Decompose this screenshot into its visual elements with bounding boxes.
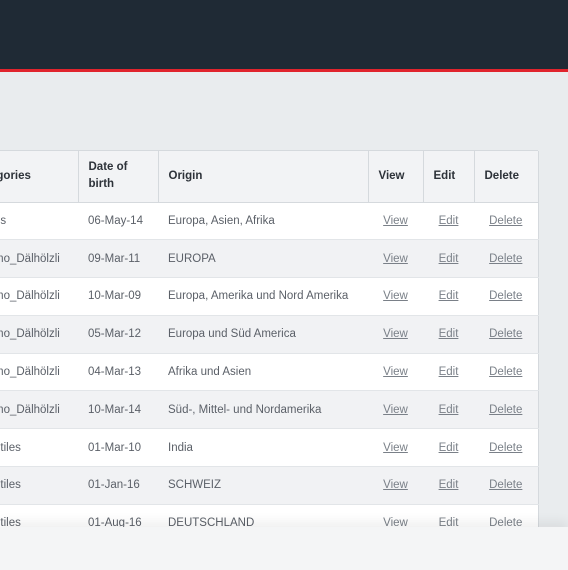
view-cell: View [368, 315, 423, 354]
top-navbar [0, 0, 568, 69]
cell-date-of-birth: 05-Mar-12 [78, 315, 158, 354]
edit-cell: Edit [423, 353, 474, 392]
cell-date-of-birth: 01-Jan-16 [78, 466, 158, 505]
edit-cell: Edit [423, 390, 474, 430]
delete-cell: Delete [474, 353, 539, 392]
delete-link[interactable]: Delete [489, 366, 523, 379]
view-link[interactable]: View [383, 252, 408, 265]
table-row: mo_Dälhölzli 10-Mar-09 Europa, Amerika und… [0, 277, 539, 316]
delete-link[interactable]: Delete [489, 252, 523, 265]
cell-origin: Süd-, Mittel- und Nordamerika [158, 390, 368, 430]
edit-cell: Edit [423, 466, 474, 505]
view-cell: View [368, 277, 423, 316]
cell-category: mo_Dälhölzli [0, 239, 78, 279]
cell-category: otiles [0, 466, 78, 505]
delete-link[interactable]: Delete [489, 290, 523, 303]
edit-link[interactable]: Edit [438, 290, 459, 303]
cell-date-of-birth: 10-Mar-14 [78, 390, 158, 430]
view-cell: View [368, 239, 423, 279]
delete-cell: Delete [474, 315, 539, 354]
accent-divider [0, 69, 568, 72]
view-link[interactable]: View [383, 328, 408, 341]
view-cell: View [368, 466, 423, 505]
header-delete: Delete [474, 151, 539, 203]
view-cell: View [368, 353, 423, 392]
edit-cell: Edit [423, 428, 474, 468]
header-date-of-birth[interactable]: Date of birth [78, 151, 159, 203]
view-link[interactable]: View [383, 517, 408, 530]
edit-cell: Edit [423, 202, 474, 241]
animals-table-container: egories Date of birth Origin View Edit D… [0, 150, 539, 543]
edit-link[interactable]: Edit [438, 403, 459, 416]
header-origin[interactable]: Origin [158, 151, 369, 203]
edit-link[interactable]: Edit [438, 328, 459, 341]
view-link[interactable]: View [383, 214, 408, 227]
view-link[interactable]: View [383, 441, 408, 454]
delete-cell: Delete [474, 428, 539, 468]
view-link[interactable]: View [383, 366, 408, 379]
edit-link[interactable]: Edit [438, 441, 459, 454]
delete-cell: Delete [474, 390, 539, 430]
cell-category: mo_Dälhölzli [0, 315, 78, 354]
edit-link[interactable]: Edit [438, 214, 459, 227]
animals-table: egories Date of birth Origin View Edit D… [0, 151, 539, 543]
view-link[interactable]: View [383, 403, 408, 416]
delete-link[interactable]: Delete [489, 479, 523, 492]
cell-date-of-birth: 09-Mar-11 [78, 239, 158, 279]
edit-link[interactable]: Edit [438, 479, 459, 492]
cell-category: mo_Dälhölzli [0, 390, 78, 430]
edit-link[interactable]: Edit [438, 366, 459, 379]
delete-link[interactable]: Delete [489, 441, 523, 454]
table-row: mo_Dälhölzli 10-Mar-14 Süd-, Mittel- und N… [0, 390, 539, 430]
cell-category: mo_Dälhölzli [0, 353, 78, 392]
cell-date-of-birth: 06-May-14 [78, 202, 158, 241]
view-cell: View [368, 428, 423, 468]
delete-cell: Delete [474, 466, 539, 505]
table-row: mo_Dälhölzli 04-Mar-13 Afrika und Asien Vie… [0, 353, 539, 392]
cell-origin: India [158, 428, 368, 468]
cell-origin: EUROPA [158, 239, 368, 279]
view-link[interactable]: View [383, 479, 408, 492]
table-row: mo_Dälhölzli 05-Mar-12 Europa und Süd Amer… [0, 315, 539, 354]
delete-link[interactable]: Delete [489, 214, 523, 227]
edit-cell: Edit [423, 239, 474, 279]
edit-link[interactable]: Edit [438, 252, 459, 265]
header-edit: Edit [423, 151, 475, 203]
cell-category: mo_Dälhölzli [0, 277, 78, 316]
view-cell: View [368, 202, 423, 241]
table-row: mo_Dälhölzli 09-Mar-11 EUROPA View Edit Delet… [0, 239, 539, 279]
cell-origin: SCHWEIZ [158, 466, 368, 505]
edit-cell: Edit [423, 315, 474, 354]
edit-cell: Edit [423, 277, 474, 316]
cell-category: ds [0, 202, 78, 241]
cell-date-of-birth: 04-Mar-13 [78, 353, 158, 392]
edit-link[interactable]: Edit [438, 517, 459, 530]
cell-origin: Afrika und Asien [158, 353, 368, 392]
delete-cell: Delete [474, 202, 539, 241]
cell-origin: Europa, Amerika und Nord Amerika [158, 277, 368, 316]
view-cell: View [368, 390, 423, 430]
cell-origin: Europa und Süd America [158, 315, 368, 354]
bottom-panel [0, 527, 568, 570]
cell-date-of-birth: 10-Mar-09 [78, 277, 158, 316]
header-view: View [368, 151, 424, 203]
delete-link[interactable]: Delete [489, 403, 523, 416]
table-header-row: egories Date of birth Origin View Edit D… [0, 151, 539, 203]
cell-origin: Europa, Asien, Afrika [158, 202, 368, 241]
delete-link[interactable]: Delete [489, 517, 523, 530]
delete-cell: Delete [474, 239, 539, 279]
cell-category: otiles [0, 428, 78, 468]
delete-cell: Delete [474, 277, 539, 316]
delete-link[interactable]: Delete [489, 328, 523, 341]
cell-date-of-birth: 01-Mar-10 [78, 428, 158, 468]
header-categories[interactable]: egories [0, 151, 79, 203]
view-link[interactable]: View [383, 290, 408, 303]
